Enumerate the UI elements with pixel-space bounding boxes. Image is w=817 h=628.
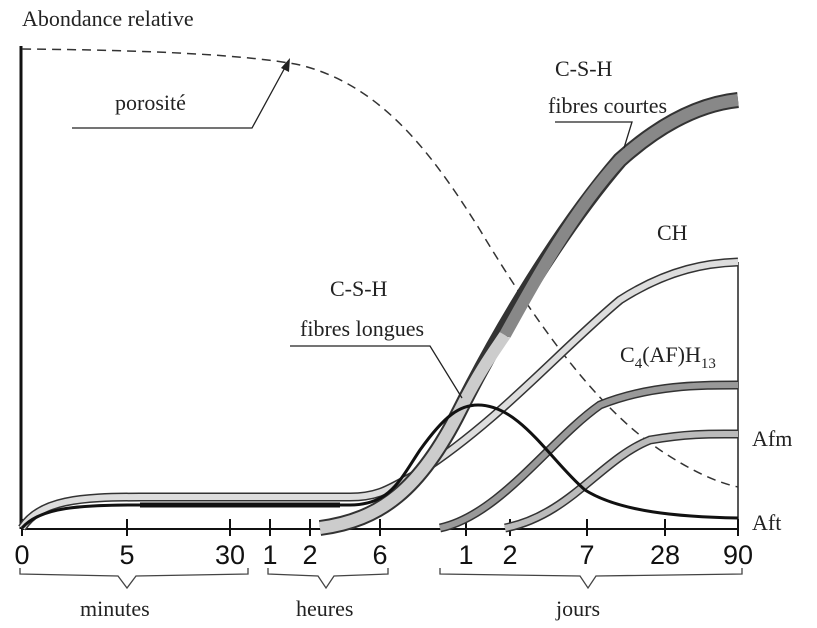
x-tick-label: 0: [14, 540, 29, 570]
csh-long-curve: [20, 403, 739, 530]
porosity-label: porosité: [115, 90, 186, 115]
x-tick-label: 6: [372, 540, 387, 570]
group-label: heures: [296, 596, 353, 621]
csh-long-leader: [290, 345, 463, 399]
x-tick-label: 7: [579, 540, 594, 570]
c4af-sub: 13: [701, 356, 716, 372]
porosity-curve: [21, 48, 739, 488]
heures-bracket: [267, 568, 389, 590]
x-tick-label: 30: [215, 540, 245, 570]
csh-short-label: fibres courtes: [548, 93, 667, 118]
ch-label: CH: [657, 220, 688, 245]
x-tick-label: 2: [302, 540, 317, 570]
x-tick-label: 1: [262, 540, 277, 570]
x-tick-label: 1: [458, 540, 473, 570]
csh-long-label: fibres longues: [300, 316, 424, 341]
c4af-label: C4(AF)H13: [620, 342, 716, 372]
afm-label: Afm: [752, 426, 792, 451]
x-tick-label: 28: [650, 540, 680, 570]
ch-curve: [19, 259, 739, 530]
c4af-part: C: [620, 342, 635, 367]
jours-bracket: [439, 568, 743, 590]
c4af-sub: 4: [635, 356, 643, 372]
csh-short-light: [319, 331, 510, 534]
c4af-part: (AF)H: [642, 342, 701, 367]
csh-short-label: C-S-H: [555, 56, 613, 81]
group-label: minutes: [80, 596, 150, 621]
minutes-bracket: [19, 568, 249, 590]
title: Abondance relative: [22, 6, 194, 31]
csh-short-dark: [499, 94, 739, 338]
aft-label: Aft: [752, 510, 781, 535]
x-tick-label: 90: [723, 540, 753, 570]
csh-short-leader: [555, 121, 633, 149]
porosity-leader: [72, 61, 289, 129]
x-tick-label: 5: [119, 540, 134, 570]
c4af-curve: [439, 382, 739, 531]
ticks: 0 5 30 1 2 6 1 2 7 28 90: [14, 519, 753, 570]
afm-curve: [504, 430, 739, 531]
x-tick-label: 2: [502, 540, 517, 570]
arrow-head: [281, 58, 290, 72]
group-label: jours: [555, 596, 600, 621]
csh-long-label: C-S-H: [330, 276, 388, 301]
